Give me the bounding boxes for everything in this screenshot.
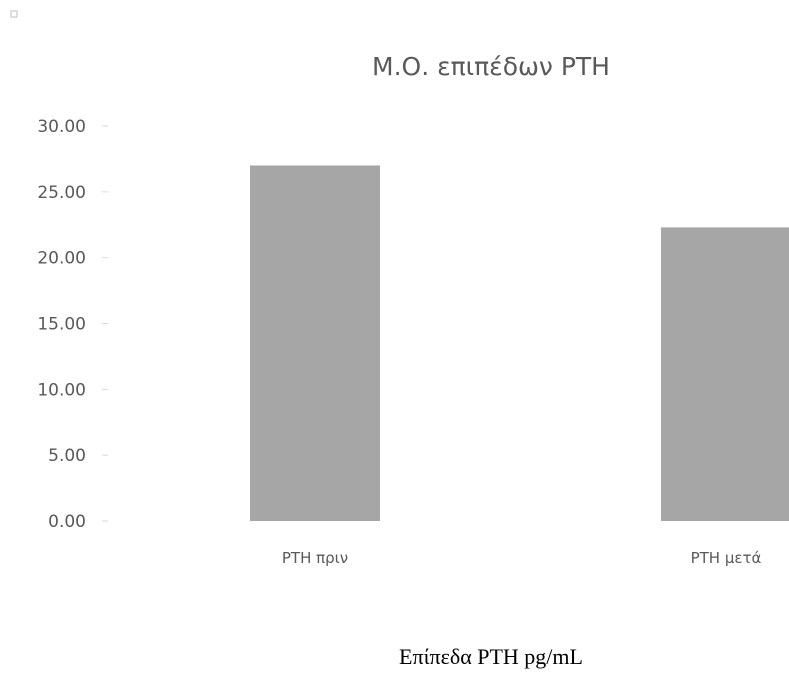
- y-tick-label: 5.00: [48, 446, 86, 466]
- axis-caption: Επίπεδα PTH pg/mL: [399, 644, 583, 669]
- bar: [250, 165, 380, 521]
- chart-selection-handle[interactable]: [10, 10, 18, 18]
- y-tick-label: 25.00: [37, 183, 86, 203]
- y-tick-label: 15.00: [37, 315, 86, 335]
- bars: [250, 165, 789, 521]
- y-tick-label: 20.00: [37, 249, 86, 269]
- y-tick-label: 10.00: [37, 380, 86, 400]
- x-tick-label: PTH μετά: [691, 549, 762, 567]
- y-tick-label: 0.00: [48, 512, 86, 532]
- x-axis: PTH πριν PTH μετά: [282, 549, 762, 567]
- x-tick-label: PTH πριν: [282, 549, 348, 567]
- y-axis: 0.00 5.00 10.00 15.00 20.00 25.00 30.00: [37, 117, 108, 532]
- y-tick-label: 30.00: [37, 117, 86, 137]
- bar: [661, 227, 789, 521]
- chart-title: Μ.Ο. επιπέδων PTH: [372, 52, 610, 81]
